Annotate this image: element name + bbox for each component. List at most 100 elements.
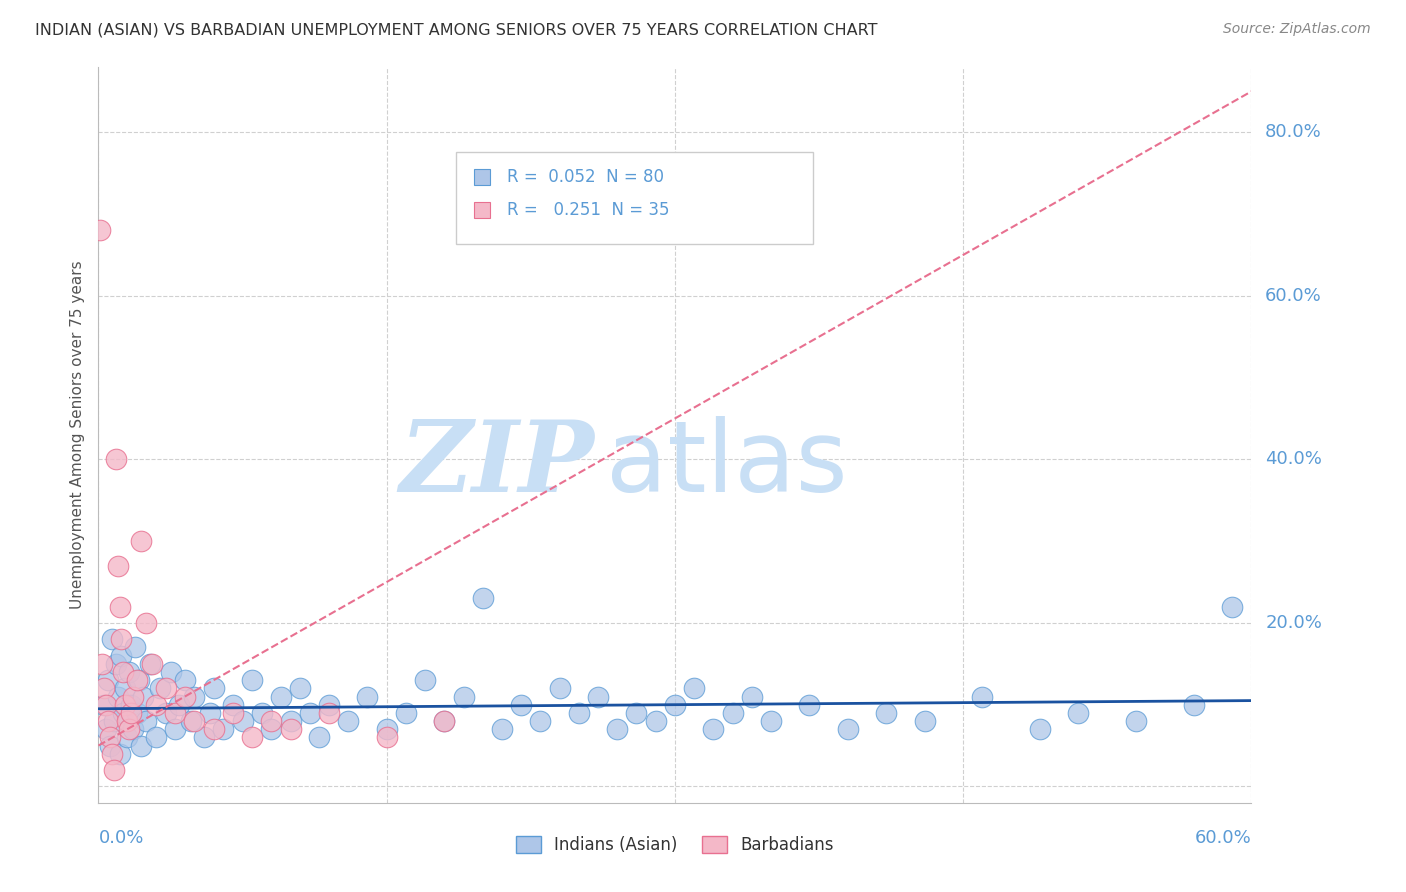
Point [141,657,163,671]
Point [98,739,121,753]
Point [110,632,132,647]
Point [107,690,129,704]
Point [837,723,859,737]
Point [89,223,111,237]
Point [108,599,131,614]
Point [586,690,609,704]
Point [626,706,648,720]
Point [759,714,782,728]
Point [606,723,628,737]
Point [491,723,513,737]
Point [129,534,152,549]
Point [180,714,202,728]
Point [280,714,302,728]
Text: 40.0%: 40.0% [1265,450,1322,468]
Point [721,706,744,720]
Point [972,690,994,704]
Point [103,714,125,728]
Point [202,681,225,696]
Point [98,731,121,745]
Y-axis label: Unemployment Among Seniors over 75 years: Unemployment Among Seniors over 75 years [69,260,84,609]
Point [413,673,436,687]
Point [1182,698,1205,712]
Point [298,706,321,720]
Point [93,698,115,712]
Point [240,673,263,687]
Point [183,690,205,704]
Point [799,698,821,712]
Point [193,731,215,745]
Point [308,731,330,745]
Point [280,723,302,737]
Point [260,723,283,737]
Point [97,673,120,687]
Point [104,452,127,467]
Text: R =  0.052  N = 80: R = 0.052 N = 80 [506,169,664,186]
Point [114,681,136,696]
Point [120,706,142,720]
Text: ZIP: ZIP [399,416,595,513]
Point [139,657,162,671]
Point [702,723,724,737]
Point [664,698,686,712]
Text: 80.0%: 80.0% [1265,123,1322,141]
Point [155,681,177,696]
Point [453,690,475,704]
Point [145,698,167,712]
Point [683,681,706,696]
Text: 20.0%: 20.0% [1265,614,1322,632]
FancyBboxPatch shape [474,169,491,186]
Text: 0.0%: 0.0% [98,829,143,847]
Point [114,698,136,712]
Point [471,591,494,606]
Point [122,723,145,737]
Point [875,706,897,720]
Point [1220,599,1243,614]
Point [510,698,533,712]
Point [131,690,153,704]
FancyBboxPatch shape [456,152,813,244]
Point [135,615,157,630]
Point [212,723,235,737]
Point [112,706,135,720]
Text: atlas: atlas [606,416,848,513]
Point [167,698,190,712]
Point [129,739,152,753]
Point [107,558,129,573]
Point [290,681,312,696]
Point [91,657,114,671]
Point [433,714,456,728]
Point [135,714,157,728]
Point [433,714,456,728]
FancyBboxPatch shape [474,202,491,219]
Point [93,681,115,696]
Point [250,706,273,720]
Point [128,673,150,687]
Point [174,673,197,687]
Point [118,665,141,679]
Point [318,698,340,712]
Point [103,763,125,777]
Point [231,714,254,728]
Point [198,706,221,720]
Point [112,665,135,679]
Point [165,723,187,737]
Point [548,681,571,696]
Point [165,706,187,720]
Point [125,706,148,720]
Point [145,731,167,745]
Point [356,690,378,704]
Point [1125,714,1147,728]
Point [260,714,283,728]
Point [337,714,360,728]
Point [101,747,124,761]
Point [741,690,763,704]
Point [94,723,117,737]
Point [97,714,120,728]
Text: R =   0.251  N = 35: R = 0.251 N = 35 [506,202,669,219]
Point [104,657,127,671]
Text: Source: ZipAtlas.com: Source: ZipAtlas.com [1223,22,1371,37]
Point [174,690,197,704]
Point [914,714,936,728]
Point [222,706,245,720]
